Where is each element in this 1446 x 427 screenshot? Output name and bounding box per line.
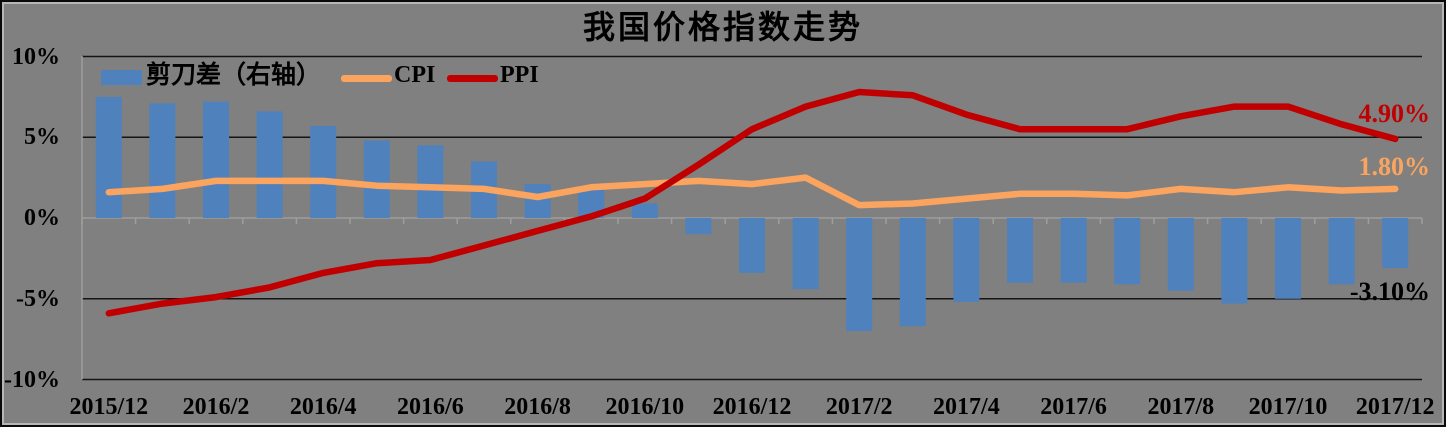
y-axis-label: 5% xyxy=(24,124,60,151)
bar-2016/5 xyxy=(363,140,390,218)
x-axis-label: 2016/2 xyxy=(182,394,250,420)
bar-2017/1 xyxy=(792,218,819,290)
x-axis-label: 2017/12 xyxy=(1355,394,1435,420)
scissors-bars xyxy=(95,96,1409,332)
legend-cpi-line-swatch xyxy=(341,75,392,82)
bar-2016/6 xyxy=(417,145,444,218)
legend-label-ppi: PPI xyxy=(500,62,539,88)
bar-2016/1 xyxy=(149,103,176,218)
y-axis-label: -10% xyxy=(4,366,60,393)
legend-bar-swatch xyxy=(101,70,142,85)
y-axis-label: 10% xyxy=(12,43,60,70)
legend-ppi-line-swatch xyxy=(447,75,498,82)
bar-2017/9 xyxy=(1221,218,1248,304)
legend-label-scissors: 剪刀差（右轴） xyxy=(146,61,322,89)
bar-2017/4 xyxy=(953,218,980,302)
bar-2016/3 xyxy=(256,111,283,218)
bar-2017/10 xyxy=(1275,218,1301,299)
y-axis-label: -5% xyxy=(16,285,60,312)
bar-2016/11 xyxy=(685,218,712,235)
bar-2016/12 xyxy=(739,218,765,273)
x-axis-label: 2016/4 xyxy=(289,394,357,420)
x-axis-label: 2016/6 xyxy=(397,394,464,420)
bar-2017/5 xyxy=(1007,218,1033,283)
x-axis-label: 2016/10 xyxy=(605,394,685,420)
bar-2015/12 xyxy=(95,96,122,218)
x-axis-label: 2016/8 xyxy=(504,394,571,420)
x-axis-label: 2016/12 xyxy=(712,394,792,420)
bar-2017/3 xyxy=(899,218,926,327)
ppi-end-label: 4.90% xyxy=(1358,99,1431,128)
zero-axis xyxy=(81,56,1423,380)
bar-2016/4 xyxy=(310,125,337,218)
gridlines xyxy=(82,55,1422,381)
bar-2016/10 xyxy=(631,203,658,218)
bar-2017/7 xyxy=(1114,218,1141,285)
legend-label-cpi: CPI xyxy=(394,62,436,88)
cpi-end-label: 1.80% xyxy=(1358,152,1431,181)
x-axis-label: 2017/6 xyxy=(1040,394,1107,420)
x-axis-label: 2017/8 xyxy=(1147,394,1215,420)
bar-2017/12 xyxy=(1382,218,1409,269)
y-axis-label: 0% xyxy=(24,205,60,231)
bar-2017/8 xyxy=(1167,218,1194,291)
x-axis-label: 2015/12 xyxy=(69,394,149,420)
bar-2017/2 xyxy=(846,218,873,332)
bar-2016/2 xyxy=(203,101,229,218)
scissors-end-label: -3.10% xyxy=(1349,277,1430,306)
bar-2017/11 xyxy=(1328,218,1355,285)
x-axis-label: 2017/2 xyxy=(825,394,893,420)
bar-2016/8 xyxy=(524,184,551,218)
chart-title: 我国价格指数走势 xyxy=(582,9,863,45)
x-axis-label: 2017/10 xyxy=(1248,394,1328,420)
x-axis-label: 2017/4 xyxy=(933,394,1000,420)
bar-2017/6 xyxy=(1060,218,1087,283)
ppi-line xyxy=(105,88,1399,317)
cpi-line xyxy=(105,174,1399,209)
